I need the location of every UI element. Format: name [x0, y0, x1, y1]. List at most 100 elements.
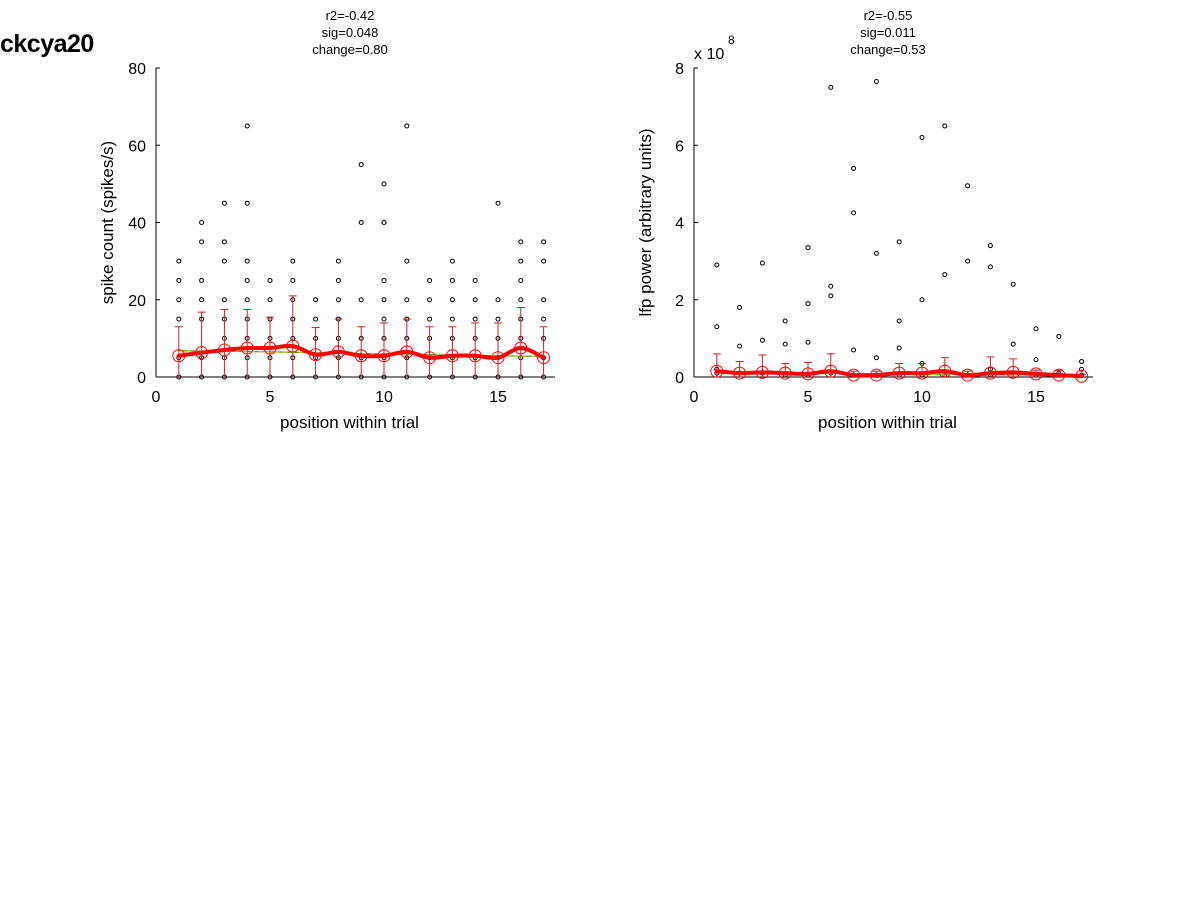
chart-title-line: r2=-0.55: [864, 8, 913, 23]
mean-marker: [778, 366, 792, 380]
trial-point: [541, 258, 547, 264]
trial-point: [244, 123, 250, 129]
y-exponent-label: x 10: [694, 46, 724, 63]
trial-point: [1033, 357, 1039, 363]
chart-title-line: r2=-0.42: [326, 8, 375, 23]
trial-point: [221, 200, 227, 206]
y-tick-label: 2: [675, 293, 684, 310]
trial-point: [335, 258, 341, 264]
trial-point: [381, 277, 387, 283]
trial-point: [714, 262, 720, 268]
trial-point: [176, 258, 182, 264]
mean-line: [176, 343, 546, 360]
mean-marker: [1029, 367, 1043, 381]
trial-point: [541, 239, 547, 245]
chart-title-line: sig=0.048: [322, 25, 379, 40]
trial-point: [404, 258, 410, 264]
x-tick-label: 10: [913, 389, 931, 406]
y-axis-label: lfp power (arbitrary units): [636, 128, 655, 316]
mean-marker: [983, 366, 997, 380]
trial-point: [244, 200, 250, 206]
trial-point: [313, 297, 319, 303]
mean-marker: [331, 345, 345, 359]
trial-point: [737, 343, 743, 349]
trial-point: [358, 162, 364, 168]
trial-point: [221, 297, 227, 303]
trial-point: [472, 316, 478, 322]
trial-point: [495, 316, 501, 322]
trial-point: [199, 297, 205, 303]
mean-marker: [354, 349, 368, 363]
trial-point: [404, 297, 410, 303]
mean-marker: [309, 348, 323, 362]
trial-point: [335, 277, 341, 283]
mean-marker: [377, 349, 391, 363]
trial-point: [851, 165, 857, 171]
trial-point: [541, 316, 547, 322]
mean-marker: [801, 367, 815, 381]
trial-point: [290, 258, 296, 264]
mean-marker: [915, 366, 929, 380]
trial-point: [335, 297, 341, 303]
spike-count-chart: r2=-0.42 sig=0.048 change=0.80 0 5 10 15 0 20 40 6…: [98, 8, 555, 432]
trial-point: [449, 297, 455, 303]
x-tick-label: 5: [266, 389, 275, 406]
trial-point: [495, 200, 501, 206]
mean-marker: [468, 349, 482, 363]
y-tick-label: 0: [675, 370, 684, 387]
y-tick-label: 8: [675, 61, 684, 78]
trial-point: [358, 220, 364, 225]
y-tick-label: 20: [128, 293, 146, 310]
trial-point: [472, 277, 478, 283]
y-tick-label: 80: [128, 61, 146, 78]
mean-marker: [869, 368, 883, 382]
trial-point: [176, 316, 182, 322]
trial-point: [427, 316, 433, 322]
trial-point: [244, 277, 250, 283]
trial-point: [805, 245, 811, 251]
mean-line: [714, 369, 1084, 379]
chart-title-line: change=0.80: [312, 42, 388, 57]
x-tick-label: 5: [804, 389, 813, 406]
mean-marker: [824, 364, 838, 378]
trial-point: [782, 318, 788, 324]
trial-point: [737, 304, 743, 310]
trial-point: [381, 181, 387, 187]
trial-point: [919, 135, 925, 141]
y-tick-label: 40: [128, 216, 146, 233]
mean-marker: [514, 341, 528, 355]
trial-point: [965, 183, 971, 189]
trial-point: [759, 337, 765, 343]
trial-point: [381, 220, 387, 225]
x-tick-label: 15: [489, 389, 507, 406]
trial-point: [828, 293, 834, 299]
mean-marker: [423, 351, 437, 365]
trial-point: [427, 297, 433, 303]
trial-point: [896, 318, 902, 324]
trial-point: [358, 297, 364, 303]
mean-marker: [1075, 369, 1089, 383]
mean-marker: [172, 349, 186, 363]
mean-marker: [938, 364, 952, 378]
trial-point: [427, 277, 433, 283]
lfp-power-chart: r2=-0.55 sig=0.011 change=0.53 0 5 10 15 0 2 4 6 8 p…: [636, 8, 1093, 432]
mean-marker: [217, 343, 231, 357]
trial-point: [942, 272, 948, 278]
x-tick-label: 15: [1027, 389, 1045, 406]
trial-point: [176, 297, 182, 303]
mean-marker: [1006, 365, 1020, 379]
trial-point: [404, 123, 410, 129]
x-tick-label: 0: [690, 389, 699, 406]
mean-marker: [286, 339, 300, 353]
mean-marker: [755, 365, 769, 379]
trial-point: [267, 277, 273, 283]
chart-title-line: sig=0.011: [860, 25, 916, 40]
y-tick-label: 6: [675, 138, 684, 155]
mean-marker: [491, 351, 505, 365]
trial-point: [199, 277, 205, 283]
trial-point: [987, 264, 993, 270]
trial-point: [805, 339, 811, 345]
trial-point: [942, 123, 948, 129]
trial-point: [714, 324, 720, 330]
y-tick-label: 0: [137, 370, 146, 387]
